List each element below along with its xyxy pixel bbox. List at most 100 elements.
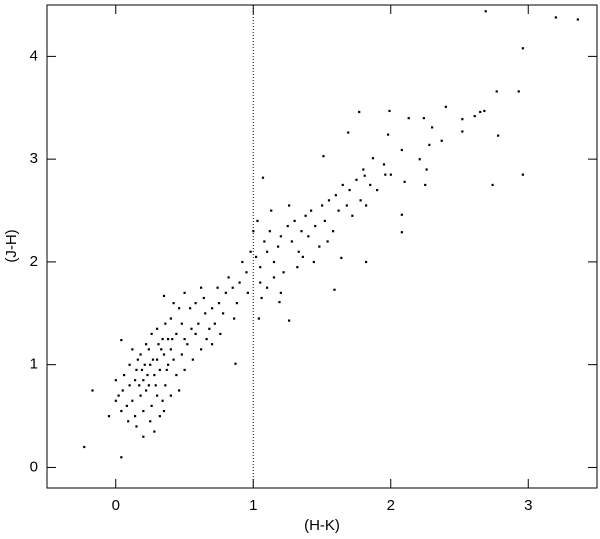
point (389, 173, 392, 176)
point (169, 348, 172, 351)
point (145, 343, 148, 346)
point (440, 139, 443, 142)
point (327, 199, 331, 202)
point (143, 363, 146, 366)
point (153, 373, 156, 377)
point (521, 173, 524, 176)
point (224, 291, 227, 294)
point (345, 204, 348, 207)
point (363, 174, 366, 177)
x-tick-label: 3 (524, 497, 532, 514)
point (175, 373, 178, 377)
point (205, 337, 208, 341)
point (139, 353, 142, 356)
point (340, 256, 343, 260)
point (162, 353, 166, 356)
point (301, 255, 304, 258)
point (272, 276, 276, 279)
point (355, 178, 358, 181)
point (121, 389, 124, 392)
plot-frame (46, 4, 598, 489)
point (362, 168, 365, 171)
point (197, 322, 200, 325)
point (444, 105, 447, 108)
point (371, 157, 375, 160)
point (286, 224, 289, 228)
point (128, 363, 131, 366)
point (297, 250, 300, 253)
point (235, 302, 238, 305)
point (139, 394, 142, 397)
point (149, 363, 152, 366)
point (428, 143, 431, 146)
point (151, 358, 155, 361)
point (167, 337, 170, 341)
point (222, 312, 225, 315)
point (164, 322, 167, 325)
point (154, 384, 157, 387)
point (314, 224, 317, 228)
point (461, 130, 464, 133)
y-tick-label: 4 (30, 47, 38, 64)
point (156, 394, 159, 397)
point (161, 337, 164, 341)
point (160, 348, 163, 351)
x-tick-label: 2 (387, 497, 395, 514)
point (321, 204, 324, 207)
point (400, 148, 403, 152)
point (162, 294, 166, 298)
point (407, 117, 410, 120)
point (256, 219, 259, 223)
point (217, 302, 221, 305)
point (180, 353, 183, 356)
point (358, 110, 361, 114)
point (473, 114, 476, 118)
point (296, 266, 299, 269)
point (382, 163, 386, 166)
point (307, 235, 310, 238)
point (517, 90, 520, 93)
point (249, 250, 252, 253)
point (304, 214, 307, 217)
point (216, 286, 219, 289)
point (158, 415, 161, 418)
point (259, 266, 262, 269)
point (131, 348, 134, 351)
point (175, 332, 178, 336)
point (403, 180, 406, 183)
point (334, 194, 337, 197)
point (128, 384, 131, 387)
point (323, 219, 326, 223)
point (169, 317, 172, 320)
point (252, 230, 255, 233)
point (400, 231, 403, 234)
point (387, 133, 390, 136)
point (351, 214, 354, 217)
point (211, 307, 214, 310)
point (263, 240, 266, 243)
y-tick-label: 3 (30, 150, 38, 167)
point (156, 327, 159, 330)
point (147, 384, 150, 387)
point (288, 319, 291, 322)
point (117, 394, 120, 397)
point (219, 332, 222, 336)
point (365, 204, 368, 207)
point (246, 291, 249, 294)
point (134, 415, 137, 418)
point (497, 134, 500, 137)
point (178, 307, 181, 310)
point (333, 288, 336, 291)
point (157, 343, 160, 346)
point (142, 409, 145, 413)
point (208, 327, 211, 330)
point (227, 276, 230, 279)
point (194, 302, 197, 305)
point (191, 358, 194, 361)
point (183, 291, 186, 294)
point (120, 409, 123, 413)
point (183, 368, 186, 372)
point (241, 260, 244, 264)
point (180, 322, 183, 325)
point (83, 445, 86, 449)
